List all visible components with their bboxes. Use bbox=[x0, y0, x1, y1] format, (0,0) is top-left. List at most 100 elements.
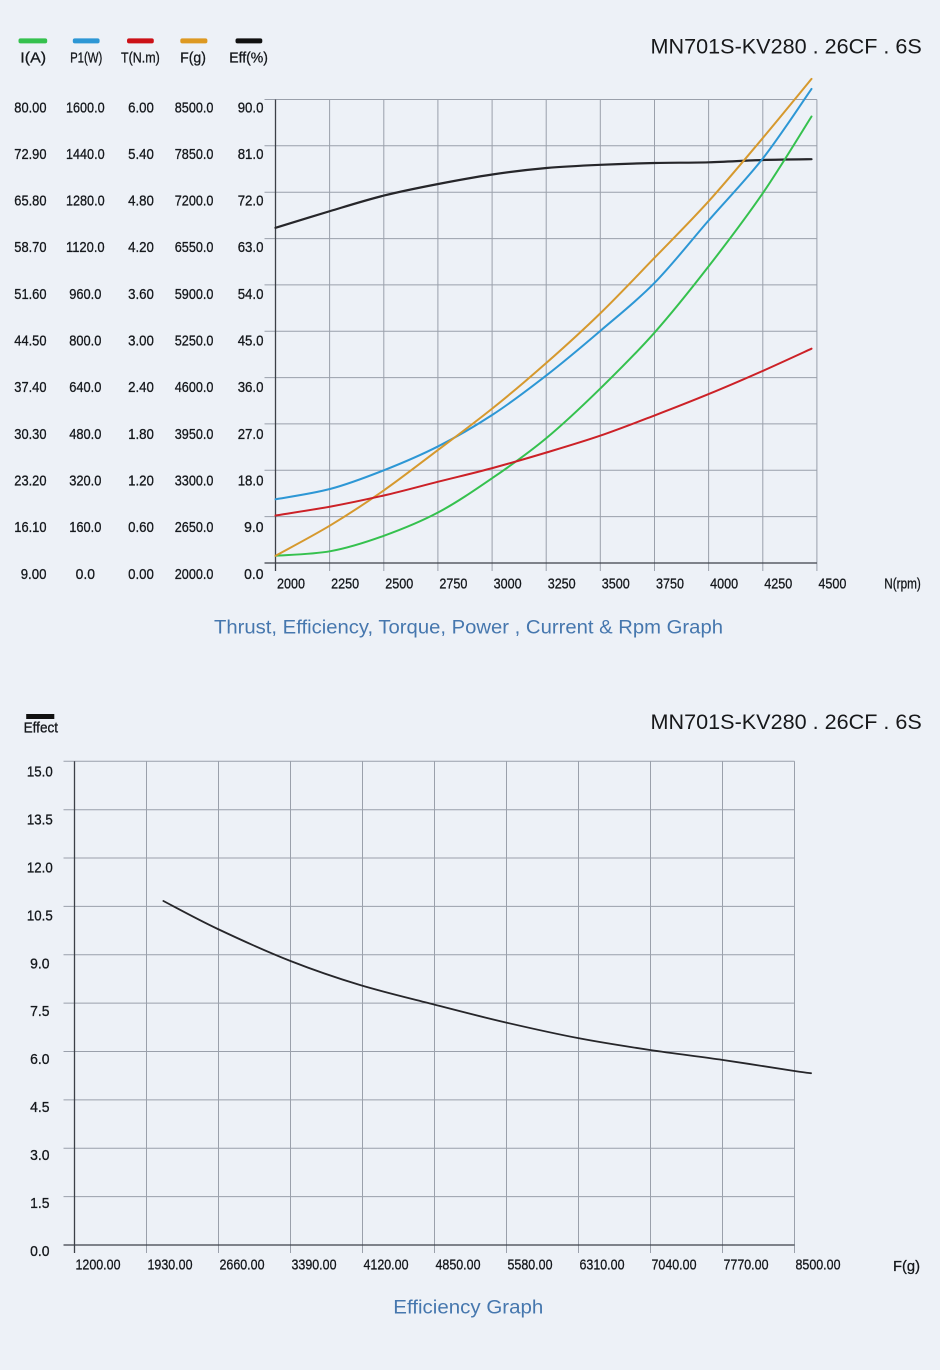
svg-text:18.0: 18.0 bbox=[238, 473, 264, 490]
svg-text:4120.00: 4120.00 bbox=[364, 1256, 409, 1273]
svg-text:7040.00: 7040.00 bbox=[652, 1256, 697, 1273]
svg-text:4250: 4250 bbox=[764, 575, 792, 592]
svg-text:4850.00: 4850.00 bbox=[436, 1256, 481, 1273]
svg-text:36.0: 36.0 bbox=[238, 379, 264, 396]
svg-text:960.0: 960.0 bbox=[69, 286, 101, 303]
svg-text:Efficiency Graph: Efficiency Graph bbox=[393, 1297, 543, 1318]
svg-text:800.0: 800.0 bbox=[69, 333, 101, 350]
svg-text:6310.00: 6310.00 bbox=[580, 1256, 625, 1273]
svg-text:45.0: 45.0 bbox=[238, 333, 264, 350]
svg-text:3300.0: 3300.0 bbox=[175, 473, 214, 490]
svg-text:5250.0: 5250.0 bbox=[175, 333, 214, 350]
svg-text:9.00: 9.00 bbox=[21, 566, 47, 583]
svg-text:2.40: 2.40 bbox=[128, 379, 154, 396]
svg-text:9.0: 9.0 bbox=[30, 955, 49, 972]
svg-text:Thrust, Efficiency, Torque, Po: Thrust, Efficiency, Torque, Power , Curr… bbox=[214, 617, 723, 638]
svg-text:16.10: 16.10 bbox=[14, 519, 46, 536]
svg-text:72.90: 72.90 bbox=[14, 146, 46, 163]
svg-text:MN701S-KV280 . 26CF . 6S: MN701S-KV280 . 26CF . 6S bbox=[651, 35, 922, 58]
svg-text:3250: 3250 bbox=[548, 575, 576, 592]
svg-text:4.20: 4.20 bbox=[128, 239, 154, 256]
svg-text:3000: 3000 bbox=[494, 575, 522, 592]
svg-text:0.60: 0.60 bbox=[128, 519, 154, 536]
svg-text:3.00: 3.00 bbox=[128, 333, 154, 350]
svg-text:F(g): F(g) bbox=[893, 1258, 920, 1275]
svg-text:I(A): I(A) bbox=[20, 50, 46, 67]
svg-text:1.20: 1.20 bbox=[128, 473, 154, 490]
svg-text:5900.0: 5900.0 bbox=[175, 286, 214, 303]
svg-text:2750: 2750 bbox=[439, 575, 467, 592]
svg-text:3500: 3500 bbox=[602, 575, 630, 592]
svg-text:2650.0: 2650.0 bbox=[175, 519, 214, 536]
svg-text:7770.00: 7770.00 bbox=[724, 1256, 769, 1273]
svg-text:0.0: 0.0 bbox=[76, 566, 95, 583]
svg-text:81.0: 81.0 bbox=[238, 146, 264, 163]
svg-text:6.00: 6.00 bbox=[128, 99, 154, 116]
svg-text:3390.00: 3390.00 bbox=[292, 1256, 337, 1273]
svg-text:1.5: 1.5 bbox=[30, 1195, 49, 1212]
svg-text:320.0: 320.0 bbox=[69, 473, 101, 490]
svg-text:2660.00: 2660.00 bbox=[220, 1256, 265, 1273]
svg-text:4500: 4500 bbox=[818, 575, 846, 592]
svg-text:1.80: 1.80 bbox=[128, 426, 154, 443]
svg-text:8500.0: 8500.0 bbox=[175, 99, 214, 116]
svg-text:1120.0: 1120.0 bbox=[66, 239, 105, 256]
svg-text:7.5: 7.5 bbox=[30, 1003, 49, 1020]
svg-text:3.60: 3.60 bbox=[128, 286, 154, 303]
svg-text:1600.0: 1600.0 bbox=[66, 99, 105, 116]
svg-text:2500: 2500 bbox=[385, 575, 413, 592]
svg-text:2250: 2250 bbox=[331, 575, 359, 592]
svg-text:58.70: 58.70 bbox=[14, 239, 46, 256]
svg-text:12.0: 12.0 bbox=[27, 860, 53, 877]
svg-text:80.00: 80.00 bbox=[14, 99, 46, 116]
svg-text:P1(W): P1(W) bbox=[70, 50, 102, 67]
svg-text:8500.00: 8500.00 bbox=[796, 1256, 841, 1273]
svg-text:90.0: 90.0 bbox=[238, 99, 264, 116]
svg-text:23.20: 23.20 bbox=[14, 473, 46, 490]
svg-text:0.0: 0.0 bbox=[244, 566, 263, 583]
svg-text:1440.0: 1440.0 bbox=[66, 146, 105, 163]
svg-text:N(rpm): N(rpm) bbox=[884, 575, 921, 592]
svg-text:0.00: 0.00 bbox=[128, 566, 154, 583]
svg-text:MN701S-KV280 . 26CF . 6S: MN701S-KV280 . 26CF . 6S bbox=[651, 711, 922, 734]
svg-text:72.0: 72.0 bbox=[238, 193, 264, 210]
svg-text:65.80: 65.80 bbox=[14, 193, 46, 210]
svg-text:5.40: 5.40 bbox=[128, 146, 154, 163]
svg-text:63.0: 63.0 bbox=[238, 239, 264, 256]
svg-text:Eff(%): Eff(%) bbox=[229, 50, 268, 67]
svg-text:2000: 2000 bbox=[277, 575, 305, 592]
svg-text:6.0: 6.0 bbox=[30, 1051, 49, 1068]
svg-text:3.0: 3.0 bbox=[30, 1147, 49, 1164]
svg-text:4600.0: 4600.0 bbox=[175, 379, 214, 396]
svg-text:160.0: 160.0 bbox=[69, 519, 101, 536]
svg-text:480.0: 480.0 bbox=[69, 426, 101, 443]
svg-text:640.0: 640.0 bbox=[69, 379, 101, 396]
svg-text:3750: 3750 bbox=[656, 575, 684, 592]
svg-text:44.50: 44.50 bbox=[14, 333, 46, 350]
svg-text:7200.0: 7200.0 bbox=[175, 193, 214, 210]
svg-text:1930.00: 1930.00 bbox=[148, 1256, 193, 1273]
svg-text:37.40: 37.40 bbox=[14, 379, 46, 396]
svg-text:6550.0: 6550.0 bbox=[175, 239, 214, 256]
svg-text:4000: 4000 bbox=[710, 575, 738, 592]
svg-text:27.0: 27.0 bbox=[238, 426, 264, 443]
svg-text:7850.0: 7850.0 bbox=[175, 146, 214, 163]
svg-text:10.5: 10.5 bbox=[27, 907, 53, 924]
svg-text:1200.00: 1200.00 bbox=[76, 1256, 121, 1273]
svg-text:9.0: 9.0 bbox=[244, 519, 263, 536]
svg-text:4.5: 4.5 bbox=[30, 1099, 49, 1116]
svg-text:Effect: Effect bbox=[24, 720, 59, 737]
svg-text:2000.0: 2000.0 bbox=[175, 566, 214, 583]
svg-text:3950.0: 3950.0 bbox=[175, 426, 214, 443]
svg-text:4.80: 4.80 bbox=[128, 193, 154, 210]
svg-text:0.0: 0.0 bbox=[30, 1243, 49, 1260]
svg-text:13.5: 13.5 bbox=[27, 812, 53, 829]
svg-text:15.0: 15.0 bbox=[27, 764, 53, 781]
svg-text:54.0: 54.0 bbox=[238, 286, 264, 303]
svg-text:30.30: 30.30 bbox=[14, 426, 46, 443]
svg-text:F(g): F(g) bbox=[180, 50, 206, 67]
svg-text:51.60: 51.60 bbox=[14, 286, 46, 303]
svg-text:T(N.m): T(N.m) bbox=[121, 50, 160, 67]
svg-text:5580.00: 5580.00 bbox=[508, 1256, 553, 1273]
svg-text:1280.0: 1280.0 bbox=[66, 193, 105, 210]
